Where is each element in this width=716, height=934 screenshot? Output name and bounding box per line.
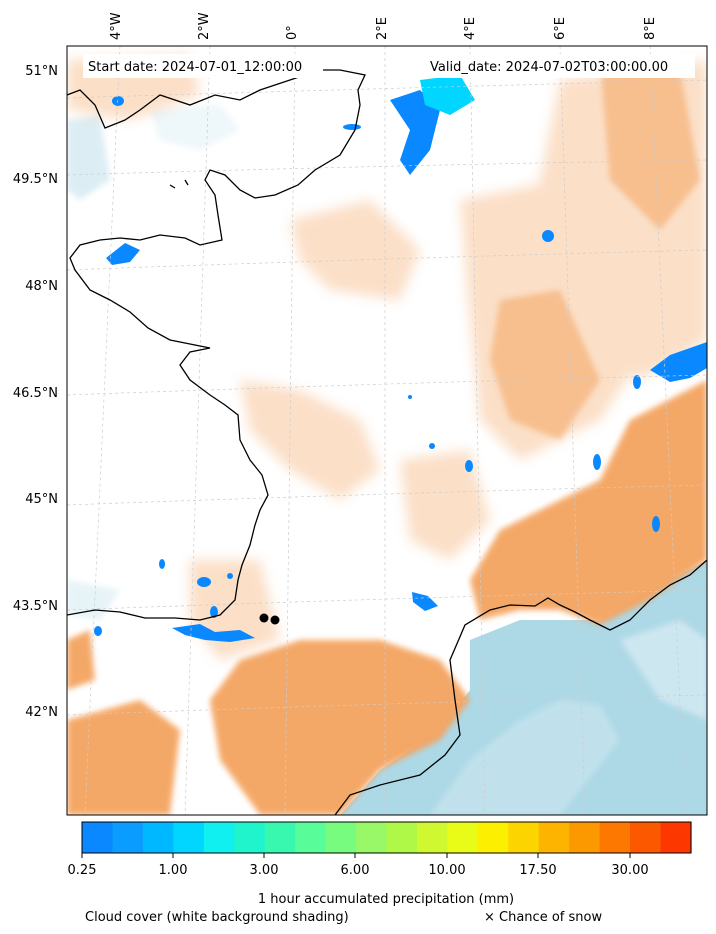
- colorbar-ticks: 0.25 1.00 3.00 6.00 10.00 17.50 30.00: [68, 853, 649, 878]
- precip-cell: [542, 230, 554, 242]
- cloud-cover-orange: [67, 55, 707, 815]
- sea-cloud-shading: [67, 105, 707, 815]
- colorbar-tick-label: 3.00: [250, 863, 279, 878]
- lat-label: 45°N: [25, 492, 58, 507]
- colorbar-cell: [173, 822, 205, 853]
- lat-label: 51°N: [25, 64, 58, 79]
- colorbar: [82, 822, 692, 853]
- lat-label: 46.5°N: [13, 386, 58, 401]
- start-date-label: Start date: 2024-07-01_12:00:00: [88, 60, 302, 75]
- precip-cell: [94, 626, 102, 636]
- colorbar-cell: [660, 822, 692, 853]
- colorbar-tick-label: 17.50: [519, 863, 556, 878]
- snow-legend: × Chance of snow: [484, 910, 602, 925]
- city-marker: [259, 613, 269, 623]
- precip-cell: [429, 443, 435, 449]
- precip-cell: [112, 96, 124, 106]
- valid-date-label: Valid_date: 2024-07-02T03:00:00.00: [430, 60, 668, 75]
- lat-label: 42°N: [25, 705, 58, 720]
- colorbar-title: 1 hour accumulated precipitation (mm): [258, 892, 514, 907]
- precip-cell: [210, 606, 218, 618]
- map-panel: Start date: 2024-07-01_12:00:00 Valid_da…: [67, 46, 707, 815]
- map-frame: [66, 45, 708, 816]
- colorbar-cell: [447, 822, 479, 853]
- colorbar-cell: [264, 822, 296, 853]
- colorbar-cell: [203, 822, 235, 853]
- colorbar-cell: [142, 822, 174, 853]
- precip-cell: [652, 516, 660, 532]
- colorbar-tick-label: 30.00: [611, 863, 648, 878]
- colorbar-frame: [81, 821, 692, 854]
- colorbar-cell: [356, 822, 388, 853]
- start-date-box: [83, 54, 323, 78]
- valid-date-box: [425, 54, 695, 78]
- colorbar-cell: [325, 822, 357, 853]
- colorbar-cell: [82, 822, 114, 853]
- precip-cell: [159, 559, 165, 569]
- colorbar-tick-label: 1.00: [159, 863, 188, 878]
- cloud-cover-legend: Cloud cover (white background shading): [85, 910, 349, 925]
- precip-cell: [408, 395, 412, 399]
- city-marker: [270, 615, 280, 625]
- colorbar-tick-label: 10.00: [428, 863, 465, 878]
- lon-label: 8°E: [643, 17, 658, 40]
- lon-label: 0°: [285, 25, 300, 40]
- precip-cell: [633, 375, 641, 389]
- colorbar-cell: [234, 822, 266, 853]
- latitude-labels: 51°N 49.5°N 48°N 46.5°N 45°N 43.5°N 42°N: [13, 64, 58, 720]
- lon-label: 4°W: [109, 12, 124, 40]
- colorbar-cell: [386, 822, 418, 853]
- precip-cell: [227, 573, 233, 579]
- colorbar-cell: [630, 822, 662, 853]
- precip-cell: [197, 577, 211, 587]
- colorbar-tick-label: 6.00: [341, 863, 370, 878]
- lat-label: 49.5°N: [13, 172, 58, 187]
- colorbar-cell: [295, 822, 327, 853]
- precip-alps: [650, 342, 707, 382]
- lon-label: 6°E: [553, 17, 568, 40]
- precip-cell: [593, 454, 601, 470]
- colorbar-cell: [599, 822, 631, 853]
- colorbar-cell: [416, 822, 448, 853]
- precip-cell: [412, 592, 438, 611]
- colorbar-cell: [538, 822, 570, 853]
- lon-label: 2°W: [197, 12, 212, 40]
- colorbar-tick-label: 0.25: [68, 863, 97, 878]
- graticule: [67, 46, 707, 815]
- lat-label: 43.5°N: [13, 599, 58, 614]
- colorbar-cell: [508, 822, 540, 853]
- precip-channel: [390, 90, 440, 175]
- colorbar-cell: [477, 822, 509, 853]
- precip-channel-light: [420, 75, 475, 115]
- precip-brittany: [106, 243, 140, 265]
- lat-label: 48°N: [25, 279, 58, 294]
- colorbar-cell: [112, 822, 144, 853]
- lon-label: 2°E: [375, 17, 390, 40]
- precip-pyrenees: [172, 624, 255, 642]
- longitude-labels: 4°W 2°W 0° 2°E 4°E 6°E 8°E: [109, 12, 658, 40]
- precipitation-areas: [94, 75, 707, 642]
- precip-cell: [465, 460, 473, 472]
- precip-cell: [343, 124, 361, 130]
- colorbar-cell: [569, 822, 601, 853]
- lon-label: 4°E: [463, 17, 478, 40]
